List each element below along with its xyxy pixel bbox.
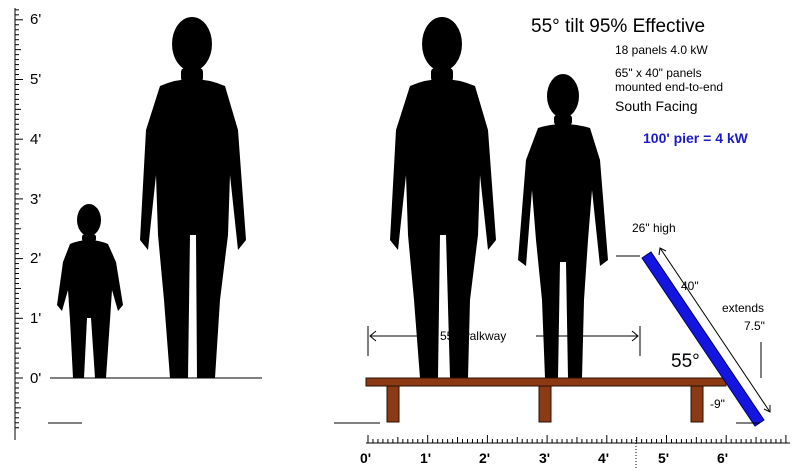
pier-post-left: [386, 385, 400, 423]
panel-size-info: 65" x 40" panels: [615, 66, 702, 80]
mounting-info: mounted end-to-end: [615, 80, 724, 94]
pier-post-middle: [538, 385, 552, 423]
panel-top-height-label: 26" high: [632, 221, 676, 235]
tilt-angle-label: 55°: [671, 351, 700, 372]
person-silhouette-tall: [140, 17, 246, 378]
diagram-title: 55° tilt 95% Effective: [531, 16, 706, 37]
bottom-scale-label-4: 4': [598, 450, 610, 466]
below-deck-label: -9": [710, 397, 725, 411]
left-scale-label-2: 2': [30, 250, 42, 267]
left-scale-label-6: 6': [30, 11, 42, 28]
extends-value: 7.5": [744, 319, 765, 333]
bottom-scale-label-5: 5': [658, 450, 670, 466]
bottom-scale-label-0: 0': [360, 450, 372, 466]
pier-capacity: 100' pier = 4 kW: [643, 130, 748, 146]
walkway-dimension: [367, 326, 641, 356]
panels-info: 18 panels 4.0 kW: [615, 43, 708, 57]
left-scale-label-4: 4': [30, 131, 42, 148]
person-silhouette-child: [57, 204, 123, 378]
solar-panel: [641, 251, 765, 427]
bottom-scale-label-6: 6': [717, 450, 729, 466]
pier-post-right: [690, 385, 704, 423]
bottom-scale-label-1: 1': [420, 450, 432, 466]
left-scale-label-1: 1': [30, 310, 42, 327]
bottom-scale-label-3: 3': [539, 450, 551, 466]
bottom-scale-label-2: 2': [479, 450, 491, 466]
pier-deck: [365, 377, 727, 387]
left-scale-label-0: 0': [30, 370, 42, 387]
extends-label: extends: [722, 301, 765, 315]
left-scale-label-5: 5': [30, 71, 42, 88]
bottom-scale: [366, 435, 790, 444]
person-silhouette-adult: [390, 17, 496, 378]
orientation-info: South Facing: [615, 98, 698, 114]
left-scale-label-3: 3': [30, 191, 42, 208]
panel-length-label: 40": [681, 279, 699, 293]
walkway-label: 55" walkway: [440, 329, 506, 343]
person-silhouette-woman: [518, 74, 608, 378]
panel-length-dimension: [658, 247, 771, 413]
left-height-scale: [14, 8, 23, 440]
